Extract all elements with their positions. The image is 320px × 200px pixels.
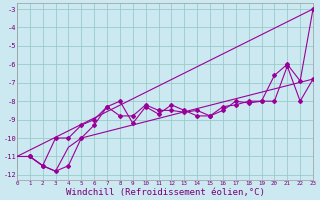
X-axis label: Windchill (Refroidissement éolien,°C): Windchill (Refroidissement éolien,°C) [66,188,264,197]
